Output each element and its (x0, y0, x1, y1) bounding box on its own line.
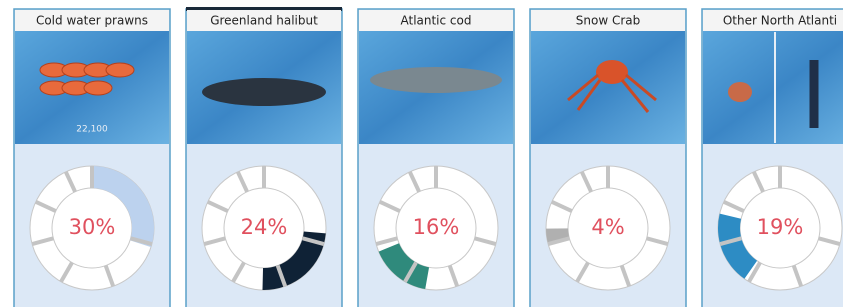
species-panel: Cold water prawns 22,100 30% Greenland hali… (0, 0, 843, 307)
card-title: Atlantic cod (400, 14, 471, 28)
prawn (84, 81, 112, 95)
card-title: Greenland halibut (210, 14, 318, 28)
species-card: Greenland halibut 24% (186, 7, 342, 307)
card-title: Cold water prawns (36, 14, 148, 28)
fish (370, 67, 502, 93)
species-card: Snow Crab 4% (530, 9, 686, 307)
share-label: 19% (757, 215, 804, 239)
prawn (106, 63, 134, 77)
species-card: Atlantic cod 16% (358, 9, 514, 307)
species-card: Other North Atlanti 19% (702, 9, 843, 307)
image-caption: 22,100 (76, 125, 108, 135)
fish (202, 78, 326, 106)
species-image (703, 31, 843, 144)
share-label: 16% (413, 215, 460, 239)
share-label: 30% (69, 215, 116, 239)
share-label: 24% (241, 215, 288, 239)
card-title: Snow Crab (576, 14, 640, 28)
species-image (531, 31, 685, 144)
species-card: Cold water prawns 22,100 30% (14, 9, 170, 307)
card-title: Other North Atlanti (723, 14, 837, 28)
shellfish (728, 82, 752, 102)
cards: Cold water prawns 22,100 30% Greenland hali… (14, 7, 843, 307)
share-label: 4% (591, 215, 624, 239)
